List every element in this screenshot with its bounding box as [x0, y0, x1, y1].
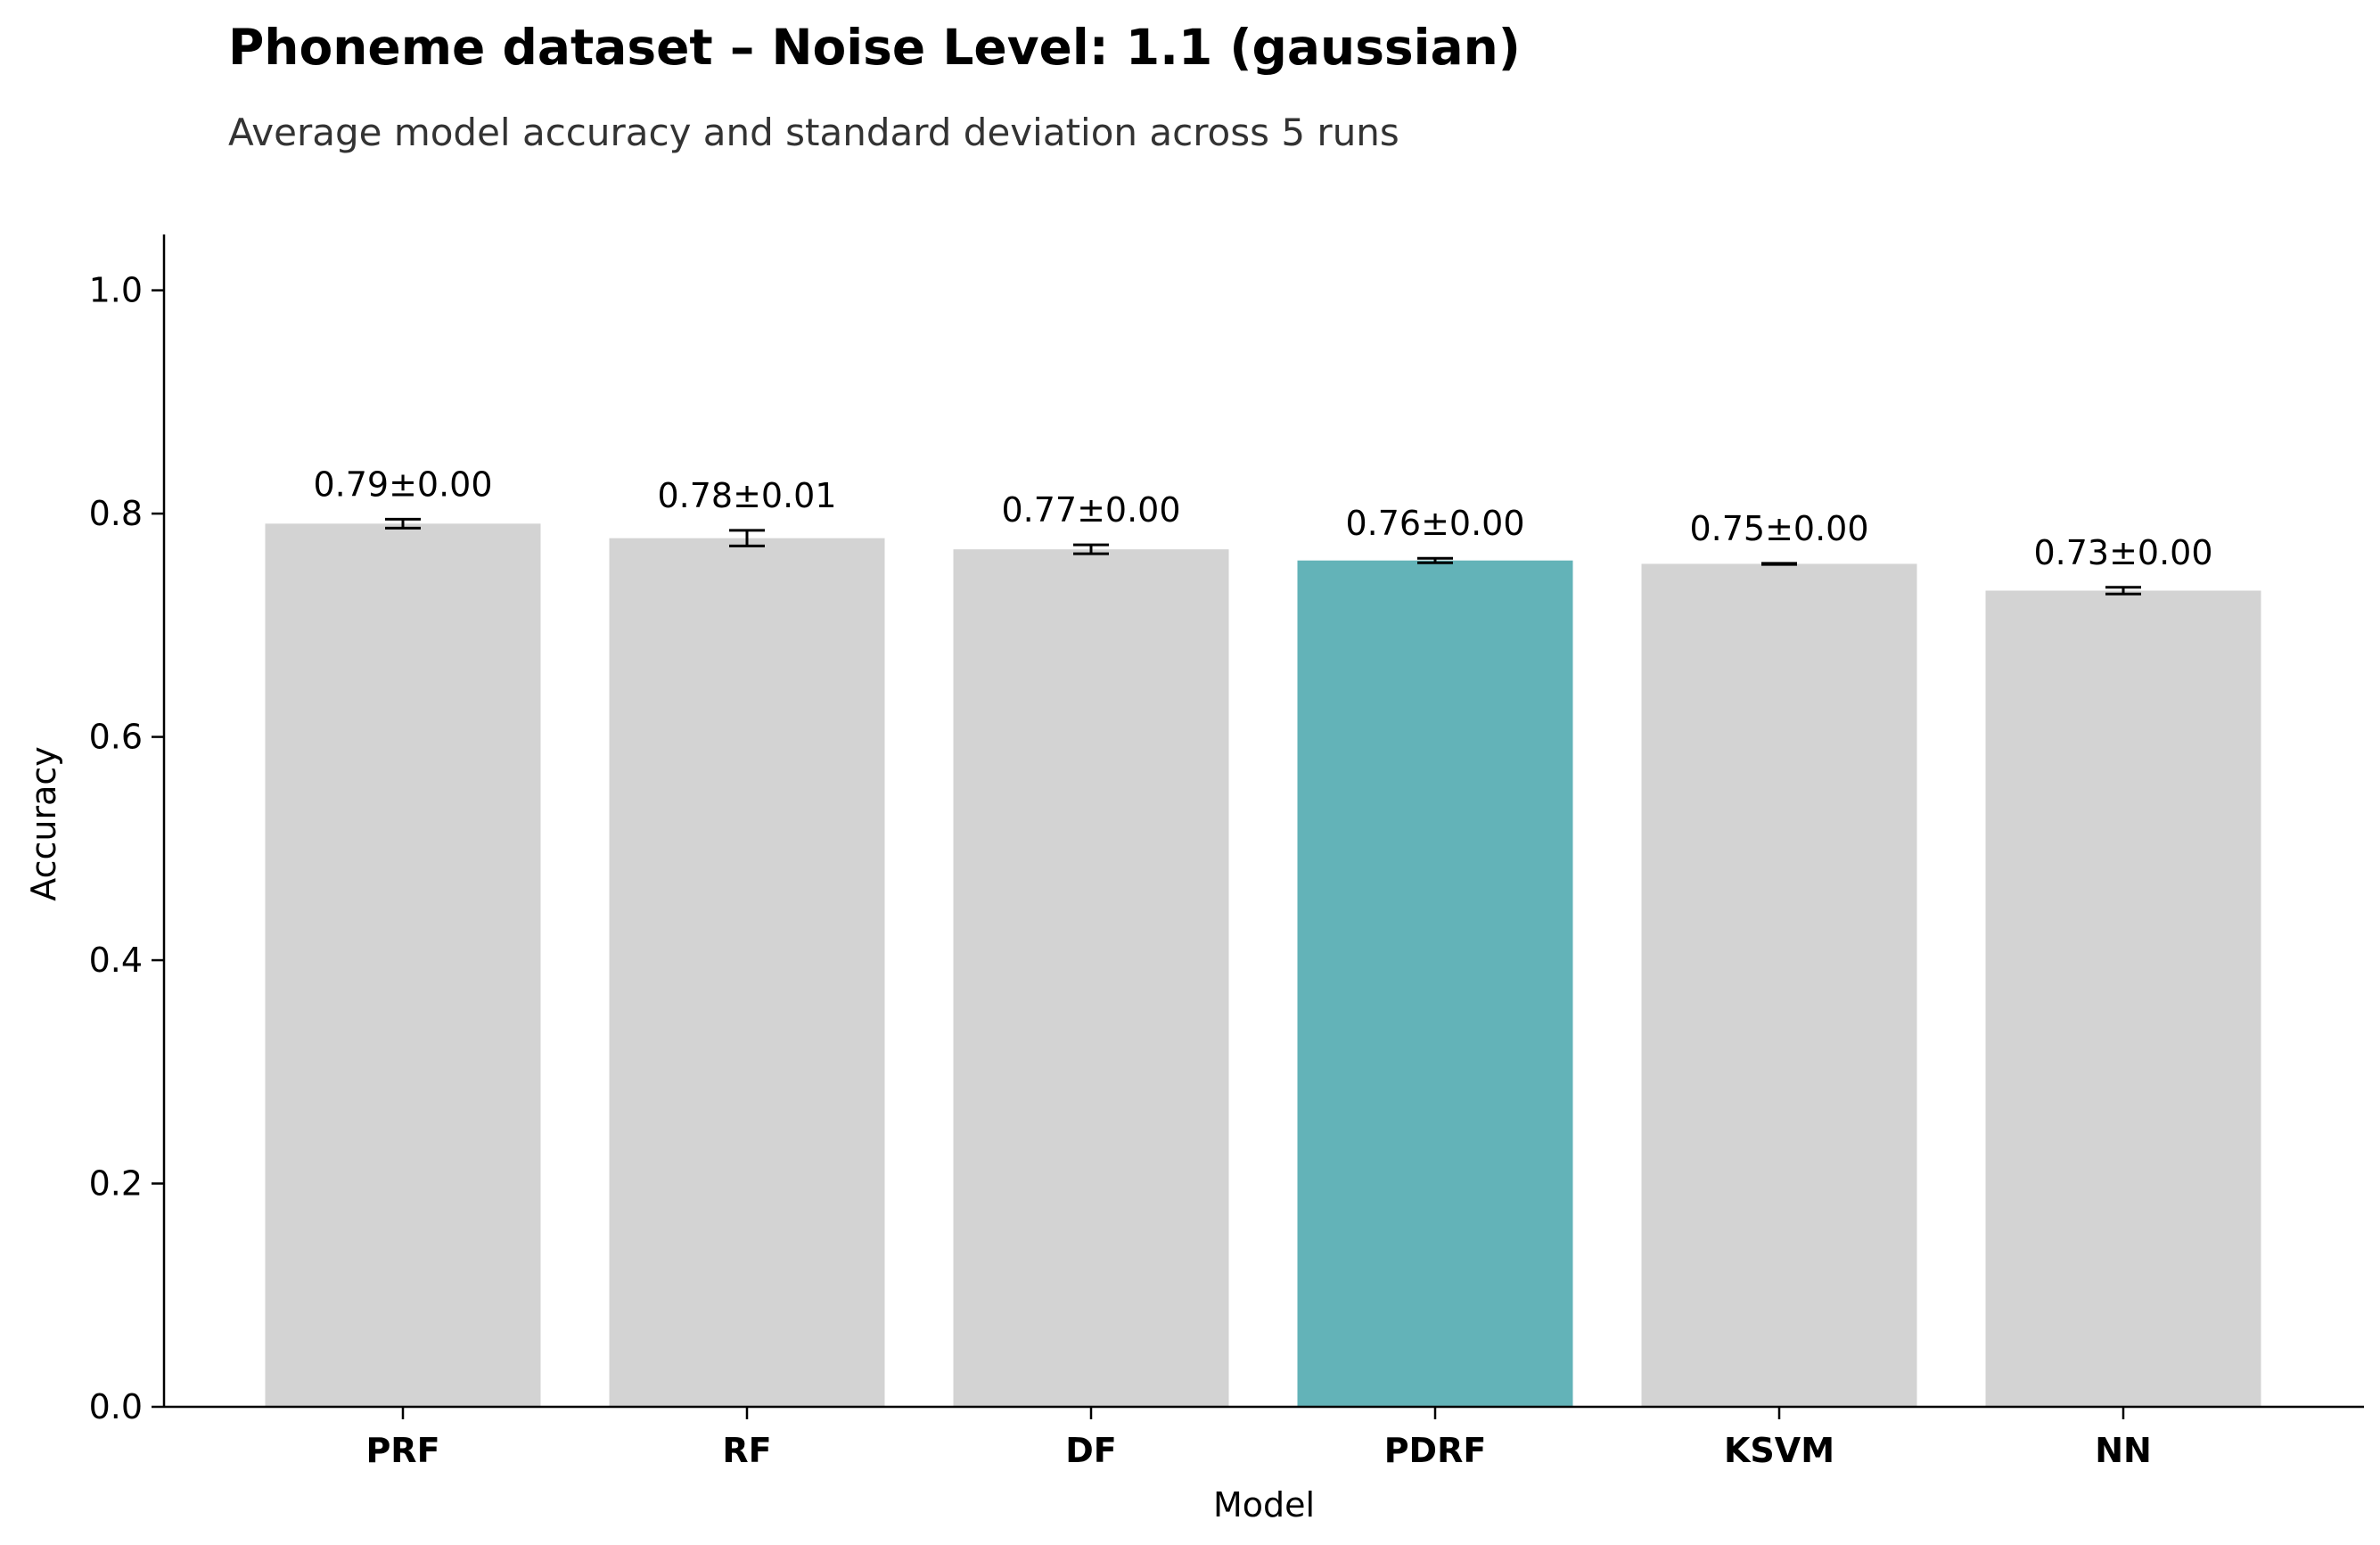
- data-label-rf: 0.78±0.01: [657, 476, 836, 515]
- y-tick-label: 0.6: [89, 718, 143, 757]
- y-tick-label: 0.8: [89, 494, 143, 533]
- error-bar-df: [1073, 543, 1109, 555]
- x-tick-label-nn: NN: [2095, 1431, 2152, 1470]
- x-tick-label-pdrf: PDRF: [1384, 1431, 1487, 1470]
- error-bar-pdrf: [1417, 556, 1453, 564]
- bar-df: [953, 549, 1229, 1407]
- x-axis-label: Model: [1213, 1485, 1315, 1524]
- y-tick-label: 0.0: [89, 1387, 143, 1426]
- y-tick-label: 0.2: [89, 1164, 143, 1204]
- error-bar-nn: [2105, 586, 2141, 596]
- data-label-df: 0.77±0.00: [1001, 490, 1180, 530]
- y-tick-label: 1.0: [89, 271, 143, 310]
- y-tick-label: 0.4: [89, 941, 143, 980]
- error-bar-ksvm: [1761, 562, 1797, 566]
- x-tick-label-rf: RF: [722, 1431, 771, 1470]
- y-axis: 0.0 0.2 0.4 0.6 0.8 1.0: [89, 234, 166, 1426]
- bar-rf: [609, 538, 885, 1407]
- bar-ksvm: [1641, 563, 1917, 1407]
- bars-group: 0.79±0.00 0.78±0.01 0.77±0.00 0.76±0.00 0.75…: [265, 464, 2261, 1407]
- error-bar-rf: [729, 529, 765, 547]
- chart-title: Phoneme dataset – Noise Level: 1.1 (gaus…: [228, 19, 1521, 76]
- x-tick-label-ksvm: KSVM: [1724, 1431, 1834, 1470]
- y-axis-label: Accuracy: [24, 746, 63, 901]
- x-tick-label-prf: PRF: [365, 1431, 439, 1470]
- error-bar-prf: [385, 517, 421, 530]
- x-tick-label-df: DF: [1065, 1431, 1117, 1470]
- bar-prf: [265, 523, 541, 1407]
- x-axis: PRF RF DF PDRF KSVM NN: [164, 1405, 2364, 1470]
- data-label-nn: 0.73±0.00: [2033, 533, 2212, 572]
- chart-subtitle: Average model accuracy and standard devi…: [228, 111, 1399, 154]
- bar-nn: [1985, 590, 2261, 1407]
- data-label-prf: 0.79±0.00: [313, 464, 492, 504]
- data-label-pdrf: 0.76±0.00: [1345, 504, 1524, 543]
- data-label-ksvm: 0.75±0.00: [1689, 509, 1868, 548]
- bar-pdrf: [1297, 560, 1573, 1407]
